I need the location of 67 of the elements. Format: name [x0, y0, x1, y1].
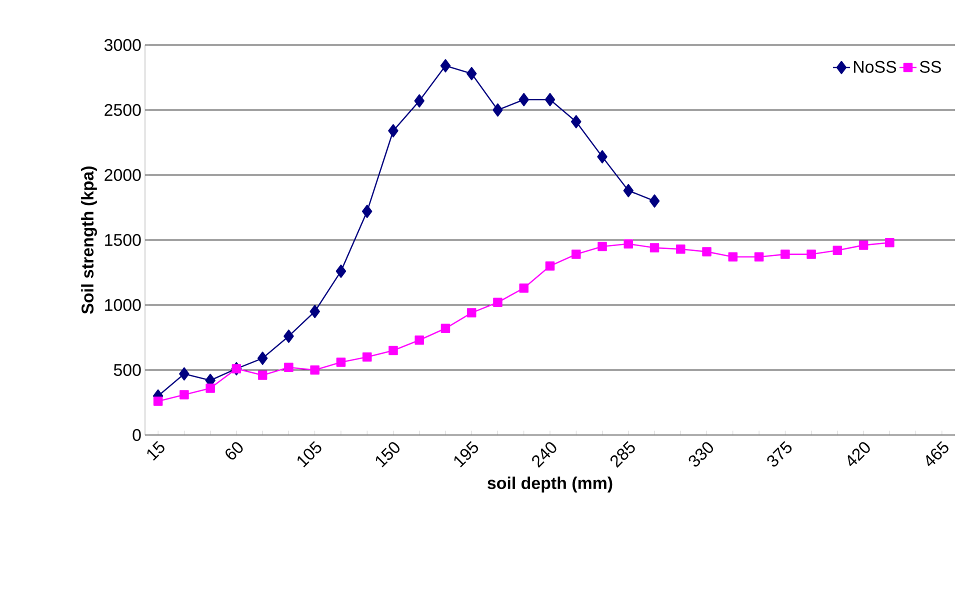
x-tick-label: 375 — [767, 441, 792, 467]
y-axis-title: Soil strength (kpa) — [81, 166, 97, 314]
point — [257, 352, 268, 365]
point — [388, 124, 398, 138]
y-tick-label: 1000 — [105, 299, 141, 311]
x-tick-label: 60 — [226, 442, 243, 460]
point — [414, 335, 424, 345]
x-tick-label: 195 — [454, 441, 478, 468]
point — [466, 308, 476, 318]
y-tick-label: 3000 — [104, 39, 141, 51]
point — [153, 396, 163, 406]
point — [388, 346, 398, 356]
point — [702, 247, 712, 256]
point — [180, 390, 189, 400]
point — [440, 59, 451, 72]
legend-label: SS — [920, 60, 941, 73]
point — [310, 365, 320, 375]
point — [676, 244, 686, 254]
point — [440, 324, 450, 334]
point — [571, 115, 582, 128]
point — [650, 243, 660, 252]
point — [885, 238, 894, 248]
point — [179, 367, 190, 381]
point — [649, 194, 660, 208]
legend-label: NoSS — [854, 60, 896, 73]
point — [310, 304, 320, 318]
x-tick-label: 240 — [532, 442, 556, 468]
point — [572, 250, 581, 259]
point — [832, 246, 842, 256]
x-tick-label: 285 — [610, 441, 635, 468]
y-tick-label: 0 — [132, 429, 141, 441]
point — [754, 252, 764, 262]
x-tick-label: 330 — [688, 442, 714, 467]
x-tick-label: 420 — [848, 442, 870, 466]
point — [597, 150, 608, 164]
x-tick-label: 150 — [376, 442, 400, 468]
point — [492, 103, 503, 117]
point — [336, 358, 346, 367]
point — [518, 92, 530, 106]
y-tick-label: 2500 — [104, 104, 141, 116]
point — [728, 252, 738, 262]
point — [519, 283, 529, 293]
point — [493, 298, 502, 308]
point — [362, 204, 372, 218]
point — [598, 242, 607, 252]
point — [362, 352, 372, 362]
x-axis-title: soil depth (mm) — [488, 476, 612, 492]
point — [544, 92, 556, 106]
point — [623, 184, 634, 198]
point — [806, 250, 816, 259]
point — [414, 94, 424, 108]
point — [858, 240, 868, 250]
point — [206, 384, 215, 393]
point — [624, 239, 634, 249]
y-tick-label: 2000 — [104, 169, 141, 181]
x-tick-label: 105 — [297, 441, 322, 468]
x-tick-label: 465 — [926, 441, 948, 466]
point — [780, 250, 790, 259]
x-tick-label: 15 — [147, 440, 164, 461]
point — [336, 264, 346, 278]
y-tick-label: 1500 — [105, 234, 141, 246]
point — [284, 362, 294, 372]
point — [466, 66, 477, 80]
point — [545, 261, 555, 271]
point — [258, 370, 268, 380]
y-tick-label: 500 — [114, 364, 141, 376]
point — [284, 330, 294, 343]
